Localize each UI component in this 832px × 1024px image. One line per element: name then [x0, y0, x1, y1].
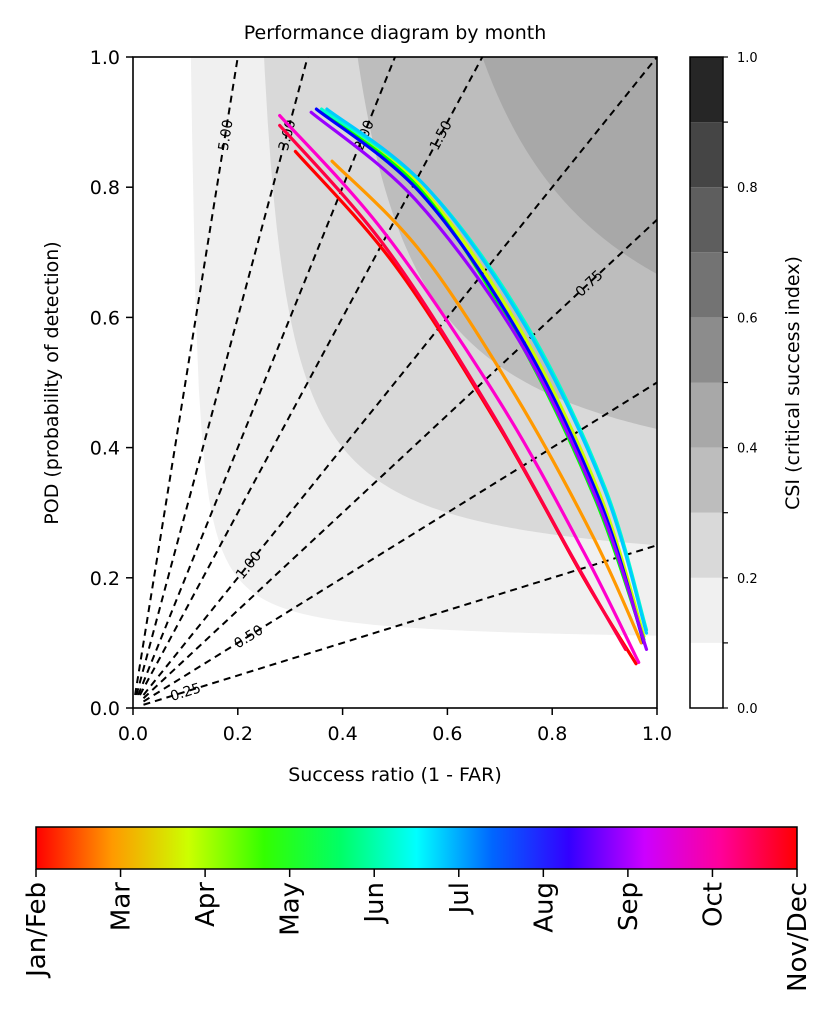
csi-colorbar-band	[690, 317, 723, 383]
series-line-oct	[278, 114, 641, 664]
y-tick-label: 0.2	[90, 568, 120, 590]
chart-title: Performance diagram by month	[244, 22, 547, 44]
csi-colorbar-band	[690, 382, 723, 448]
csi-tick-label: 0.8	[737, 181, 758, 196]
x-tick-label: 0.8	[537, 723, 567, 745]
x-tick-label: 0.2	[223, 723, 253, 745]
month-colorbar-labels: Jan/Feb Mar Apr May Jun Jul Aug Sep Oct Nov/Dec	[22, 869, 813, 992]
month-colorbar-gradient	[35, 826, 798, 870]
csi-contour-fill	[133, 57, 657, 708]
month-label: May	[276, 882, 306, 936]
csi-colorbar: 0.0 0.2 0.4 0.6 0.8 1.0	[689, 51, 758, 717]
series-line-jul	[325, 107, 649, 635]
y-tick-label: 0.0	[90, 698, 120, 720]
csi-tick-label: 0.4	[737, 442, 758, 457]
month-label: Oct	[698, 882, 728, 927]
y-tick-label: 1.0	[90, 47, 120, 69]
month-label: Mar	[107, 882, 137, 931]
x-axis-label: Success ratio (1 - FAR)	[288, 764, 502, 786]
csi-tick-label: 1.0	[737, 51, 758, 66]
csi-colorbar-band	[690, 122, 723, 188]
y-axis-label: POD (probability of detection)	[41, 241, 63, 524]
csi-colorbar-band	[690, 512, 723, 578]
csi-colorbar-band	[690, 642, 723, 708]
plot-frame	[132, 56, 658, 709]
csi-colorbar-band	[690, 577, 723, 643]
month-label: Aug	[529, 882, 559, 933]
y-tick-label: 0.4	[90, 438, 120, 460]
bias-line-1.00	[142, 56, 658, 696]
bias-line-2.00	[137, 56, 396, 696]
month-label: Sep	[614, 882, 644, 931]
x-tick-label: 0.4	[327, 723, 357, 745]
y-tick-label: 0.8	[90, 177, 120, 199]
x-axis: 0.0 0.2 0.4 0.6 0.8 1.0	[118, 708, 672, 745]
csi-colorbar-label: CSI (critical success index)	[782, 256, 804, 510]
csi-tick-label: 0.6	[737, 311, 758, 326]
y-axis: 0.0 0.2 0.4 0.6 0.8 1.0	[90, 47, 133, 720]
csi-colorbar-band	[690, 447, 723, 513]
series-line-mar	[330, 159, 643, 645]
month-colorbar	[35, 826, 798, 870]
bias-label: 5.00	[216, 119, 237, 152]
csi-tick-label: 0.0	[737, 702, 758, 717]
bias-line-1.50	[139, 56, 484, 696]
month-label: Jun	[360, 882, 390, 925]
y-tick-label: 0.6	[90, 307, 120, 329]
series-line-sep	[309, 110, 649, 651]
x-tick-label: 0.0	[118, 723, 148, 745]
bias-line-0.50	[142, 381, 658, 703]
series-line-apr	[322, 110, 646, 638]
series-line-nov-dec	[278, 123, 628, 651]
month-label: Apr	[191, 882, 221, 927]
csi-colorbar-band	[690, 57, 723, 123]
csi-colorbar-band	[690, 187, 723, 253]
bias-line-0.25	[143, 544, 658, 706]
plot-area: 0.250.500.751.001.502.003.005.00	[132, 56, 658, 709]
month-label: Jul	[445, 882, 475, 915]
csi-tick-label: 0.2	[737, 572, 758, 587]
bias-line-0.75	[142, 219, 658, 699]
month-label: Jan/Feb	[22, 882, 52, 979]
bias-line-3.00	[135, 56, 309, 696]
x-tick-label: 1.0	[642, 723, 672, 745]
x-tick-label: 0.6	[432, 723, 462, 745]
csi-colorbar-band	[690, 252, 723, 318]
month-label: Nov/Dec	[783, 882, 813, 992]
monthly-series-lines	[278, 107, 649, 666]
